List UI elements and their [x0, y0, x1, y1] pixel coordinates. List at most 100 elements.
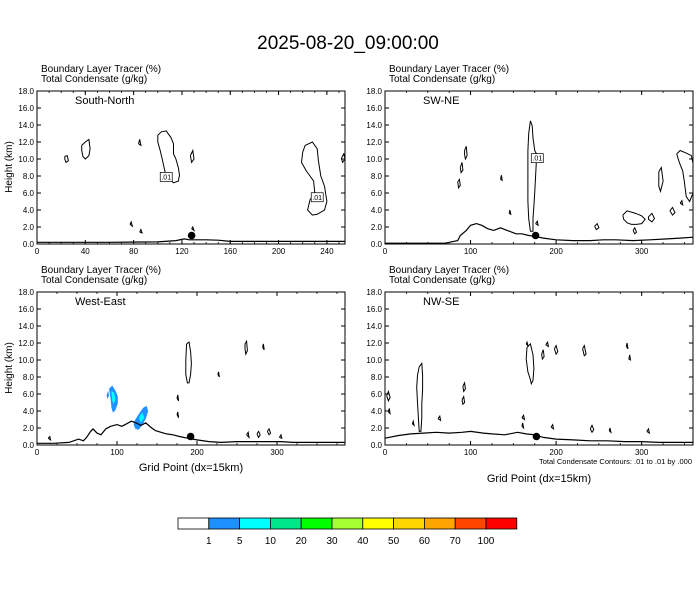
- y-axis-label: Height (km): [4, 141, 15, 193]
- condensate-contour: [157, 130, 181, 184]
- condensate-contour: [138, 139, 142, 147]
- y-tick-label: 6.0: [371, 189, 383, 198]
- condensate-contour: [411, 419, 415, 427]
- colorbar-label: 70: [450, 536, 462, 547]
- condensate-contour: [648, 212, 656, 223]
- y-tick-label: 18.0: [18, 288, 34, 297]
- condensate-contour: [535, 219, 539, 227]
- condensate-contour: [416, 362, 424, 432]
- condensate-contour: [462, 381, 466, 393]
- condensate-contour: [550, 423, 555, 431]
- condensate-contour: [521, 414, 526, 421]
- plot-frame: [36, 90, 346, 245]
- panel-south-north: Boundary Layer Tracer (%) Total Condensa…: [4, 64, 346, 256]
- colorbar-swatch: [393, 517, 425, 530]
- panel-label: South-North: [75, 95, 134, 107]
- condensate-contour: [81, 138, 91, 160]
- y-tick-label: 8.0: [23, 172, 35, 181]
- condensate-contour: [646, 427, 651, 435]
- condensate-contour: [525, 342, 535, 386]
- y-tick-label: 12.0: [366, 339, 382, 348]
- colorbar-swatch: [454, 517, 487, 530]
- colorbar-swatch: [239, 517, 271, 530]
- plot-area: .01 .01: [37, 130, 345, 243]
- contour-label-box: [159, 172, 173, 182]
- plot-area: [385, 340, 693, 443]
- shaded-condensate-region: [111, 391, 116, 405]
- terrain-line: [37, 420, 345, 444]
- condensate-contour: [622, 210, 646, 225]
- plot-frame: [36, 291, 346, 446]
- condensate-contour: [64, 154, 69, 164]
- colorbar-label: 30: [326, 536, 338, 547]
- colorbar-swatch: [362, 517, 394, 530]
- contour-label-box: [530, 153, 544, 163]
- colorbar-label: 40: [357, 536, 369, 547]
- x-tick-label: 100: [110, 448, 124, 457]
- condensate-contour: [541, 349, 545, 361]
- y-tick-label: 8.0: [371, 373, 383, 382]
- colorbar-label: 20: [296, 536, 308, 547]
- x-tick-label: 0: [383, 247, 388, 256]
- x-tick-label: 200: [549, 247, 563, 256]
- y-tick-label: 12.0: [18, 138, 34, 147]
- condensate-contour: [589, 424, 595, 434]
- y-tick-label: 14.0: [366, 322, 382, 331]
- y-tick-label: 12.0: [366, 138, 382, 147]
- terrain-line: [385, 430, 693, 443]
- shaded-condensate-region: [139, 412, 145, 423]
- panel-label: SW-NE: [423, 95, 459, 107]
- x-tick-label: 0: [383, 448, 388, 457]
- plot-frame: [384, 291, 694, 446]
- condensate-contour: [459, 162, 464, 174]
- condensate-contour: [278, 433, 283, 439]
- y-tick-label: 10.0: [366, 155, 382, 164]
- colorbar: 1 5 10 20 30 40 50 60 70 100: [177, 517, 518, 547]
- y-tick-label: 2.0: [23, 424, 35, 433]
- y-axis-label: Height (km): [4, 342, 15, 394]
- x-tick-label: 100: [464, 247, 478, 256]
- contour-label: .01: [312, 195, 322, 202]
- plot-area: [37, 339, 345, 444]
- shaded-condensate-region: [106, 390, 109, 400]
- x-tick-label: 200: [549, 448, 563, 457]
- colorbar-swatch: [423, 517, 456, 530]
- colorbar-swatch: [208, 517, 241, 530]
- colorbar-swatch: [300, 517, 333, 530]
- plot-area: .01: [385, 120, 693, 244]
- condensate-contour: [461, 395, 466, 406]
- x-tick-label: 160: [224, 247, 238, 256]
- condensate-contour: [582, 344, 587, 357]
- y-tick-label: 6.0: [23, 390, 35, 399]
- contour-label-box: [310, 192, 324, 203]
- condensate-contour: [185, 341, 192, 384]
- condensate-contour: [387, 408, 391, 416]
- x-tick-label: 300: [635, 448, 649, 457]
- colorbar-swatch: [269, 517, 302, 530]
- y-tick-label: 8.0: [23, 373, 35, 382]
- condensate-contour: [340, 152, 345, 164]
- y-tick-label: 12.0: [18, 339, 34, 348]
- location-marker: [186, 432, 195, 441]
- colorbar-swatch: [177, 517, 210, 530]
- condensate-contour: [632, 226, 638, 235]
- panel-west-east: Boundary Layer Tracer (%) Total Condensa…: [4, 265, 346, 474]
- colorbar-label: 60: [419, 536, 431, 547]
- x-axis-label: Grid Point (dx=15km): [487, 473, 591, 485]
- condensate-contour: [189, 148, 195, 164]
- y-tick-label: 6.0: [23, 189, 35, 198]
- condensate-contour: [47, 435, 52, 442]
- y-tick-label: 0.0: [23, 441, 35, 450]
- condensate-contour: [525, 340, 529, 348]
- condensate-contour: [217, 371, 220, 378]
- y-tick-label: 10.0: [18, 155, 34, 164]
- panel-nw-se: Boundary Layer Tracer (%) Total Condensa…: [366, 265, 694, 485]
- y-tick-label: 2.0: [371, 424, 383, 433]
- x-tick-label: 200: [190, 448, 204, 457]
- panel-header-line2: Total Condensate (g/kg): [41, 275, 147, 286]
- y-tick-label: 4.0: [371, 407, 383, 416]
- panel-header-line2: Total Condensate (g/kg): [41, 74, 147, 85]
- condensate-contour: [457, 178, 461, 190]
- condensate-contour: [266, 427, 272, 436]
